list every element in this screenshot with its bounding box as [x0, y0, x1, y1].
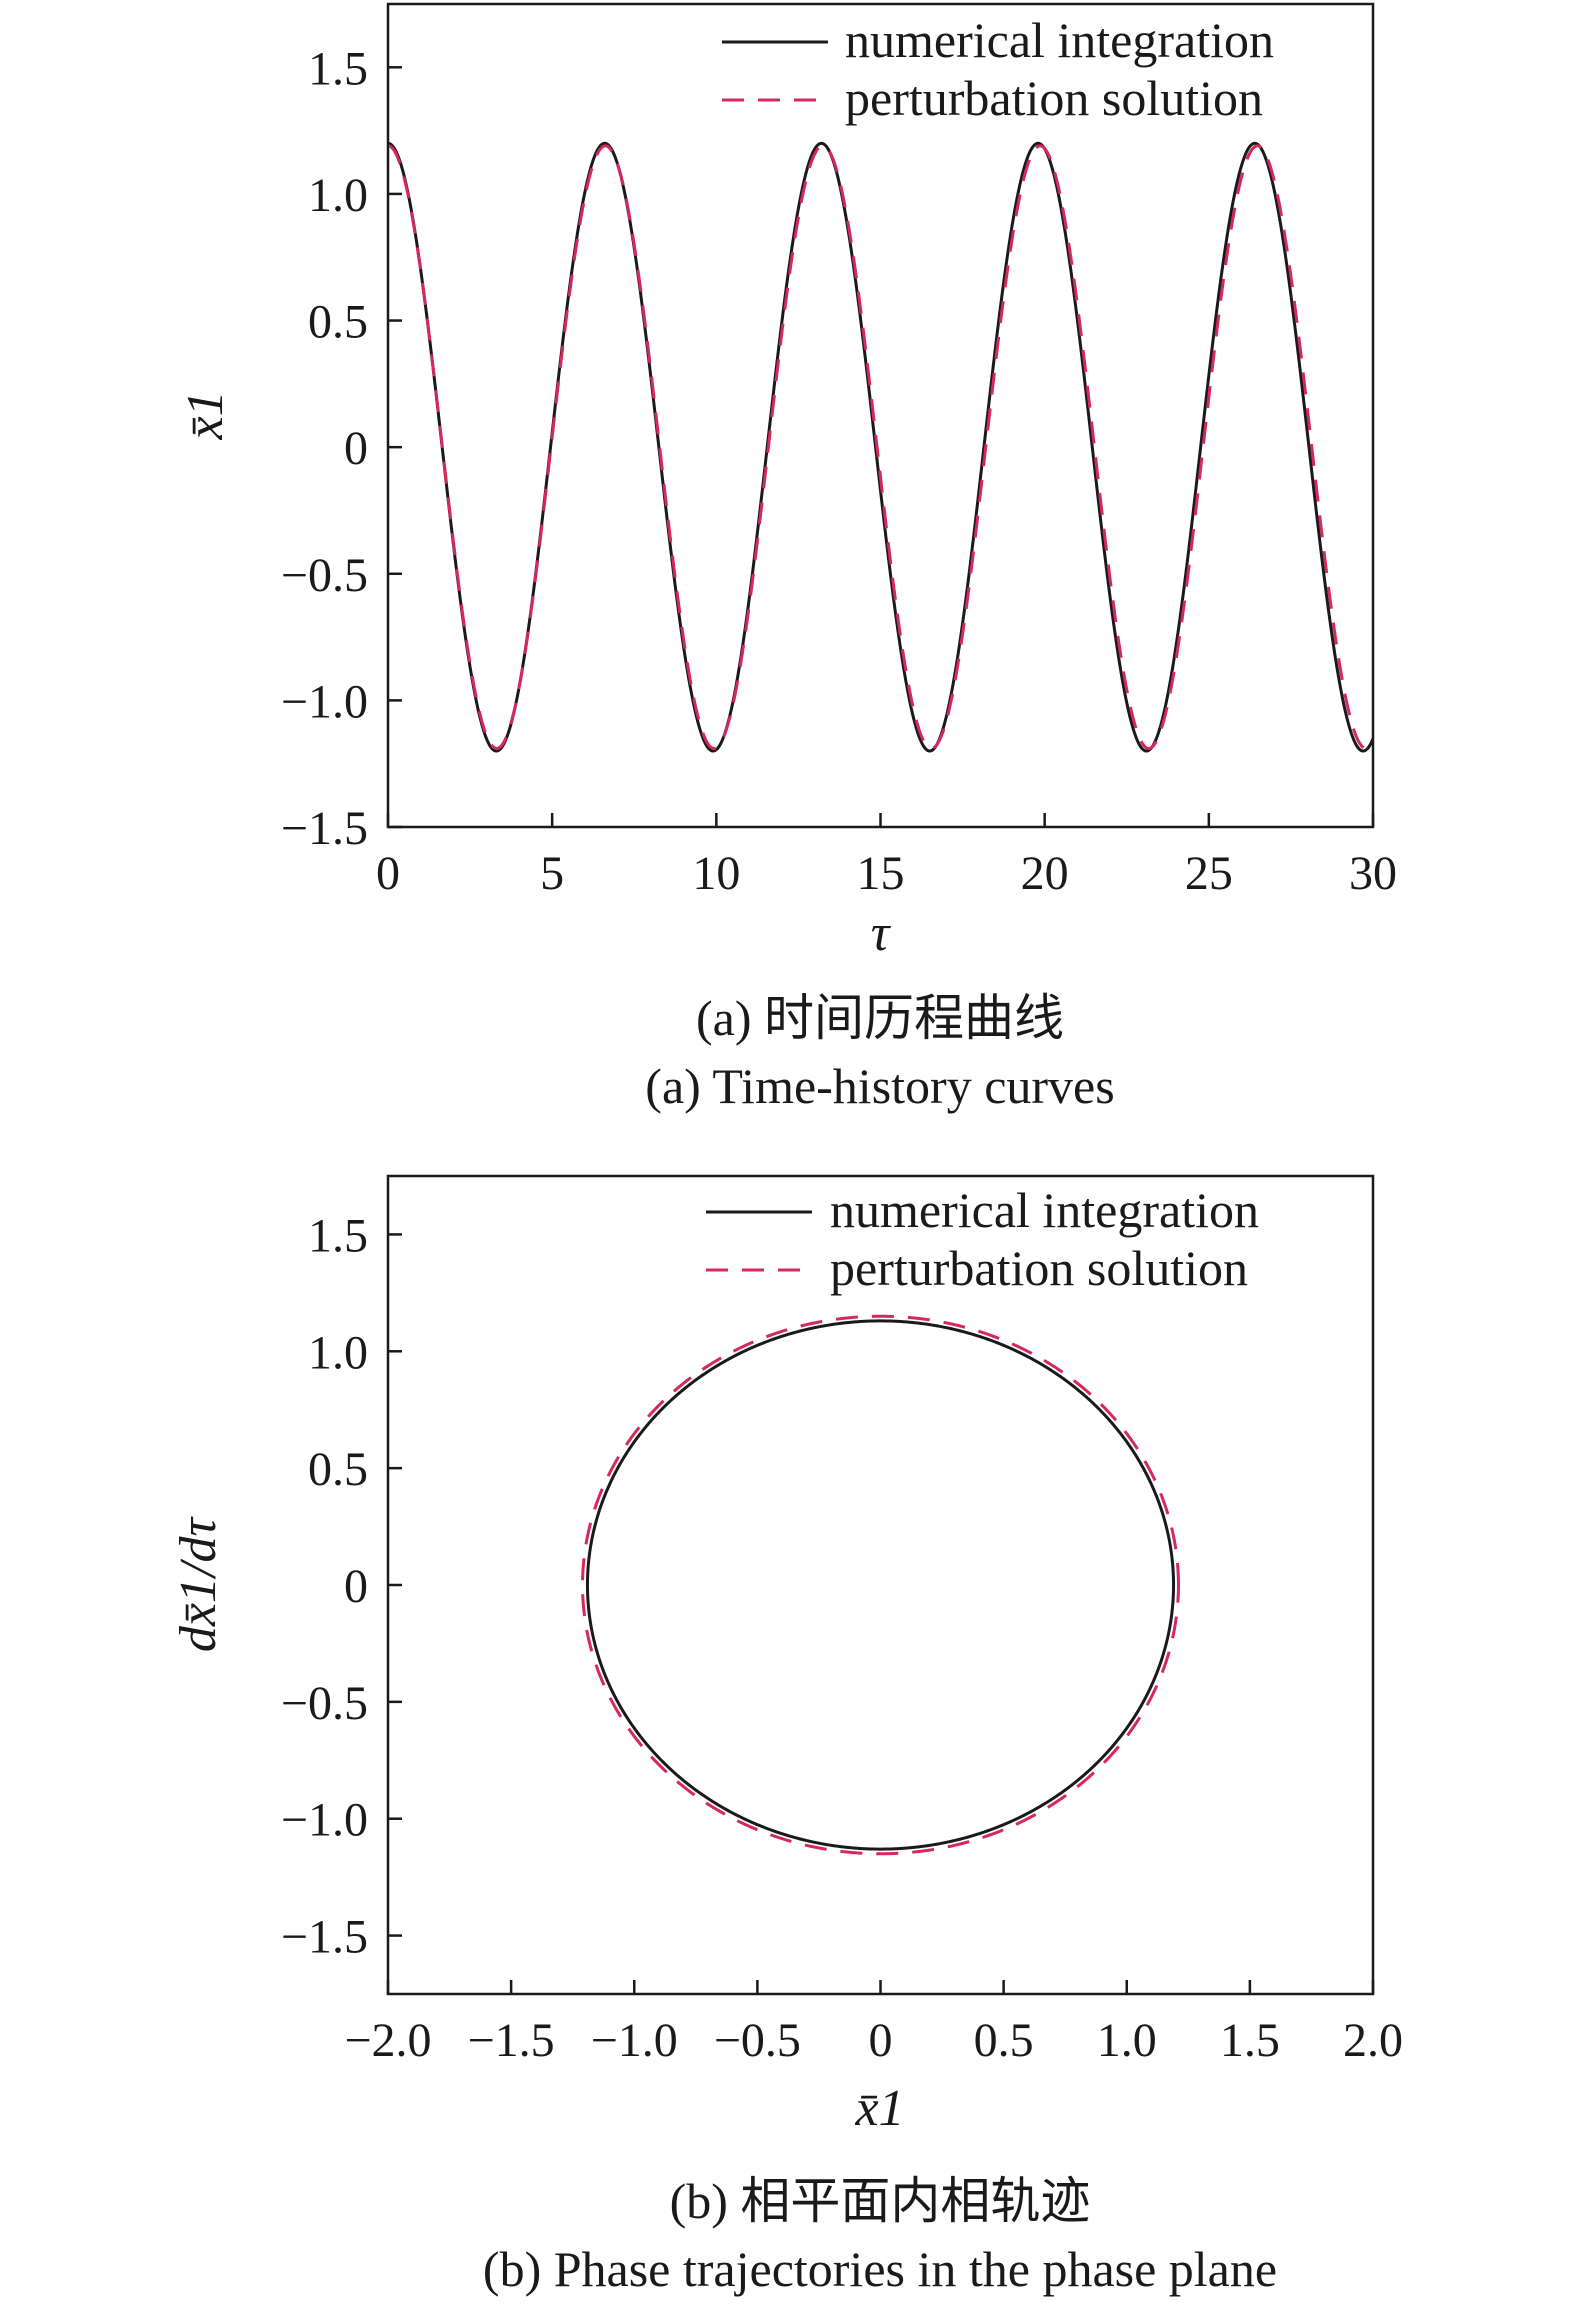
- y-axis-label: x̄1: [177, 390, 234, 440]
- plot-area: [581, 1314, 1180, 1856]
- y-tick-label: 1.5: [308, 1209, 368, 1262]
- series-line-perturbation: [581, 1314, 1180, 1856]
- caption-cn: (a) 时间历程曲线: [696, 990, 1064, 1046]
- x-tick-label: −0.5: [714, 2014, 801, 2067]
- legend-label-perturbation: perturbation solution: [830, 1240, 1248, 1296]
- x-axis-label: τ: [871, 905, 892, 962]
- x-tick-label: 0: [869, 2014, 893, 2067]
- panel-b-phase-plane: −2.0 −1.5 −1.0 −0.5 0 0.5 1.0 1.5 2.0 −1.5 −1.0 −0.…: [170, 1174, 1403, 2297]
- plot-frame: [386, 1174, 1375, 1996]
- caption-en: (b) Phase trajectories in the phase plan…: [483, 2241, 1277, 2297]
- y-tick-label: −1.0: [281, 675, 368, 728]
- y-tick-label: −1.5: [281, 1911, 368, 1964]
- x-tick-label: 5: [540, 847, 564, 900]
- y-tick-label: 0.5: [308, 1443, 368, 1496]
- panel-a-time-history: 0 5 10 15 20 25 30 −1.5 −1.0 −0.5 0 0.5 1.0 1.5 τ x̄1…: [177, 2, 1397, 1114]
- y-tick-label: 0.5: [308, 296, 368, 349]
- legend: numerical integration perturbation solut…: [706, 1182, 1259, 1296]
- y-tick-label: −1.0: [281, 1794, 368, 1847]
- caption-cn: (b) 相平面内相轨迹: [670, 2173, 1091, 2229]
- tick-group: 0 5 10 15 20 25 30 −1.5 −1.0 −0.5 0 0.5 1.0 1.5: [281, 42, 1397, 900]
- x-tick-label: 25: [1185, 847, 1233, 900]
- x-tick-label: 15: [857, 847, 905, 900]
- x-tick-label: −1.0: [591, 2014, 678, 2067]
- series-line-perturbation: [389, 144, 1372, 751]
- series-line-numerical: [389, 141, 1372, 753]
- y-tick-label: −1.5: [281, 802, 368, 855]
- x-tick-label: 30: [1349, 847, 1397, 900]
- x-axis-label: x̄1: [854, 2080, 904, 2137]
- plot-area: [389, 141, 1372, 753]
- y-tick-label: 1.0: [308, 1326, 368, 1379]
- legend-label-numerical: numerical integration: [845, 12, 1274, 68]
- caption-en: (a) Time-history curves: [645, 1058, 1114, 1114]
- x-tick-label: 20: [1021, 847, 1069, 900]
- plot-frame: [386, 2, 1375, 829]
- x-tick-label: 2.0: [1343, 2014, 1403, 2067]
- tick-group: −2.0 −1.5 −1.0 −0.5 0 0.5 1.0 1.5 2.0 −1.5 −1.0 −0.…: [281, 1209, 1403, 2067]
- y-axis-label: dx̄1/dτ: [170, 1516, 227, 1653]
- y-tick-label: −0.5: [281, 549, 368, 602]
- x-tick-label: 10: [692, 847, 740, 900]
- legend-label-perturbation: perturbation solution: [845, 70, 1263, 126]
- x-tick-label: 0: [376, 847, 400, 900]
- y-tick-label: −0.5: [281, 1677, 368, 1730]
- x-tick-label: 1.0: [1097, 2014, 1157, 2067]
- y-tick-label: 1.0: [308, 169, 368, 222]
- y-tick-label: 0: [344, 1560, 368, 1613]
- x-tick-label: 0.5: [974, 2014, 1034, 2067]
- legend: numerical integration perturbation solut…: [722, 12, 1274, 126]
- x-tick-label: −2.0: [344, 2014, 431, 2067]
- y-tick-label: 1.5: [308, 42, 368, 95]
- x-tick-label: 1.5: [1220, 2014, 1280, 2067]
- legend-label-numerical: numerical integration: [830, 1182, 1259, 1238]
- series-line-numerical: [585, 1319, 1176, 1851]
- y-tick-label: 0: [344, 422, 368, 475]
- x-tick-label: −1.5: [468, 2014, 555, 2067]
